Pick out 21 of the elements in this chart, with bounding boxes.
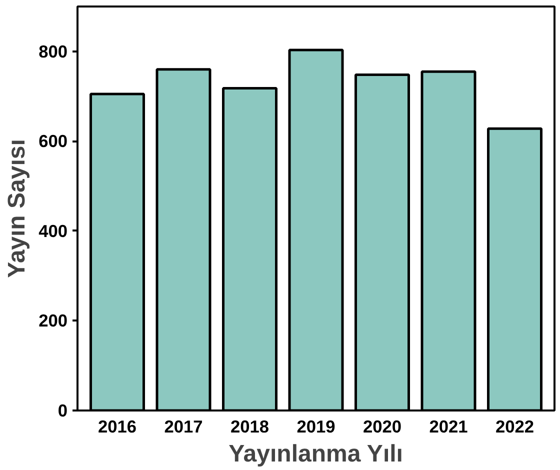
x-tick-label: 2018 [230,416,270,436]
x-tick-label: 2020 [362,416,402,436]
x-tick-label: 2021 [429,416,468,436]
x-axis-title: Yayınlanma Yılı [228,440,403,468]
bar [354,73,410,410]
y-tick-label: 200 [38,310,68,331]
bar [222,86,278,410]
x-tick-label: 2017 [164,416,203,436]
bar [288,48,344,410]
y-tick-label: 600 [38,131,68,152]
y-tick-label: 400 [38,220,68,241]
y-tick-label: 0 [58,400,68,420]
bar [487,127,542,410]
bar [420,70,476,410]
x-tick-label: 2022 [495,416,534,436]
bar [90,92,145,410]
y-tick-label: 800 [38,41,68,62]
x-tick-label: 2019 [296,416,336,436]
bar [156,68,212,410]
y-axis-title: Yayın Sayısı [4,139,31,278]
x-tick-label: 2016 [98,416,137,436]
